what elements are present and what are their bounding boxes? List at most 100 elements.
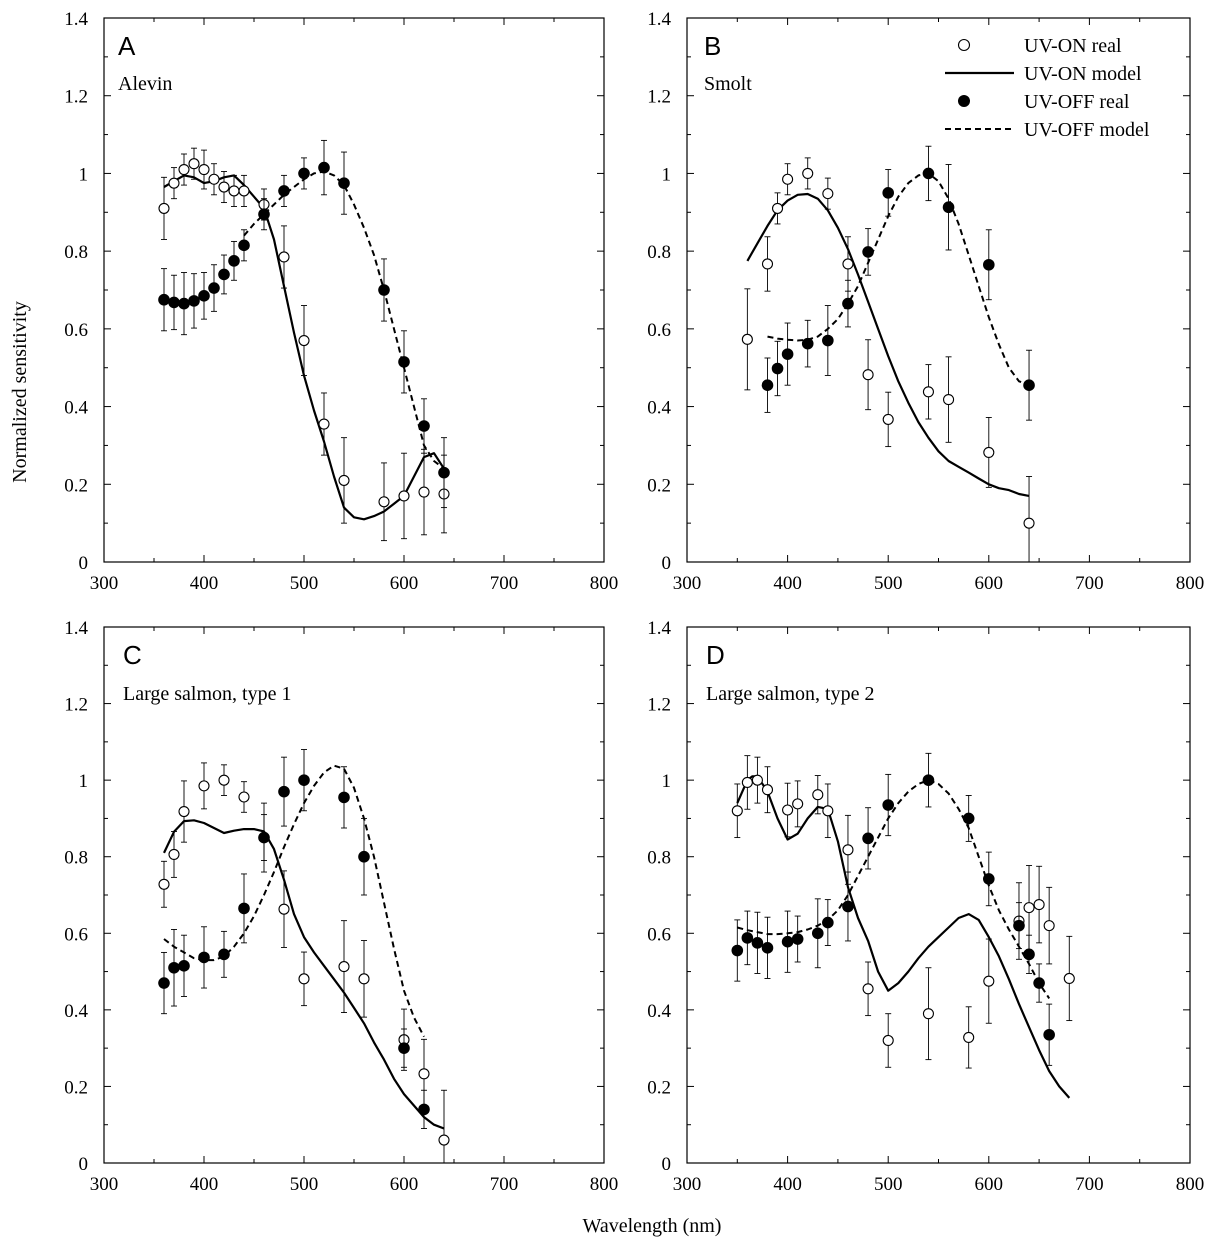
uv-off-model-line: [737, 779, 1051, 999]
uv-on-real-point: [751, 774, 763, 786]
uv-off-real-point: [882, 187, 894, 199]
uv-on-real-point: [802, 167, 814, 179]
uv-on-real-point: [842, 844, 854, 856]
x-tick-label: 300: [673, 1174, 702, 1195]
uv-on-real-point: [418, 486, 430, 498]
uv-off-real-point: [168, 961, 180, 974]
x-tick-label: 700: [1075, 573, 1104, 594]
uv-on-real-point: [278, 251, 290, 263]
y-tick-label: 1: [662, 771, 672, 792]
y-tick-label: 0.2: [647, 475, 671, 496]
uv-off-real-point: [942, 201, 955, 214]
uv-on-real-point: [378, 496, 390, 508]
y-tick-label: 0.8: [64, 848, 88, 869]
uv-on-real-point: [822, 188, 834, 200]
uv-on-real-point: [1023, 517, 1035, 529]
x-tick-label: 600: [975, 1174, 1004, 1195]
uv-on-real-point: [168, 177, 180, 189]
x-tick-label: 500: [874, 1174, 903, 1195]
uv-on-real-point: [842, 258, 854, 270]
uv-off-real-point: [358, 850, 370, 863]
y-tick-label: 1: [79, 164, 89, 185]
legend-off-real-marker: [958, 95, 970, 107]
y-tick-label: 0: [79, 1154, 89, 1175]
uv-off-real-point: [318, 161, 330, 174]
y-tick-label: 0.4: [647, 1001, 671, 1022]
y-tick-label: 0.6: [64, 320, 88, 341]
uv-on-real-point: [238, 791, 250, 803]
uv-off-real-point: [158, 293, 170, 306]
uv-off-real-point: [178, 297, 190, 310]
panel-d-frame: [686, 626, 1191, 1164]
x-tick-label: 400: [773, 573, 802, 594]
uv-off-real-point: [791, 933, 804, 945]
legend-off-real-label: UV-OFF real: [1024, 91, 1130, 113]
panel-a-letter: A: [118, 31, 136, 61]
uv-off-real-point: [962, 812, 975, 825]
uv-off-real-point: [1043, 1028, 1055, 1041]
y-tick-label: 0.4: [647, 398, 671, 419]
uv-off-real-point: [298, 167, 310, 180]
legend-off-model-label: UV-OFF model: [1024, 119, 1150, 141]
uv-on-real-point: [198, 163, 210, 176]
x-tick-label: 700: [490, 1174, 519, 1195]
uv-on-real-point: [238, 185, 250, 197]
y-tick-label: 0.2: [64, 475, 88, 496]
uv-on-real-point: [812, 789, 824, 801]
y-tick-label: 0.4: [64, 1001, 88, 1022]
y-tick-label: 0.2: [64, 1077, 88, 1098]
y-tick-label: 1.2: [647, 87, 671, 108]
uv-off-real-point: [438, 466, 450, 479]
uv-off-real-point: [842, 297, 854, 310]
uv-off-real-point: [822, 916, 834, 929]
uv-off-real-point: [238, 902, 250, 915]
uv-on-real-point: [438, 1134, 450, 1146]
uv-on-real-point: [298, 973, 310, 985]
legend: UV-ON real UV-ON model UV-OFF real UV-OF…: [945, 35, 1150, 141]
uv-off-real-point: [228, 255, 240, 267]
panel-a: 300 400 500 600 700 800 0 0.2 0.4 0.6 0.8 1 1.2 1.4 A…: [64, 9, 618, 594]
y-tick-label: 0.2: [647, 1077, 671, 1098]
uv-on-real-point: [1033, 899, 1045, 911]
legend-on-model-label: UV-ON model: [1024, 63, 1142, 85]
uv-off-real-point: [238, 239, 250, 252]
y-tick-label: 1: [79, 771, 89, 792]
uv-on-real-point: [218, 774, 230, 786]
uv-on-real-point: [761, 784, 774, 796]
uv-off-real-point: [751, 937, 764, 949]
uv-on-real-point: [862, 369, 874, 381]
panel-d-plot: 300 400 500 600 700 800 0 0.2 0.4 0.6 0.8 1 1.2 1.4: [647, 618, 1204, 1195]
uv-off-real-point: [882, 799, 894, 811]
uv-off-real-point: [1023, 948, 1035, 961]
uv-off-model-line: [163, 764, 425, 1038]
uv-on-real-point: [792, 798, 804, 810]
uv-off-real-point: [842, 900, 854, 913]
x-tick-label: 300: [90, 573, 119, 594]
uv-on-real-point: [782, 804, 794, 816]
uv-on-real-point: [178, 163, 190, 176]
y-tick-label: 0: [662, 553, 672, 574]
uv-on-real-point: [218, 181, 230, 193]
uv-off-real-point: [398, 1042, 410, 1054]
uv-on-real-point: [158, 202, 170, 214]
uv-off-real-point: [218, 948, 230, 961]
uv-on-real-point: [418, 1068, 430, 1080]
uv-on-real-point: [922, 386, 934, 398]
uv-off-real-point: [1013, 919, 1025, 932]
uv-on-real-point: [158, 878, 170, 890]
uv-on-real-point: [208, 173, 220, 185]
x-tick-label: 300: [673, 573, 702, 594]
uv-on-model-line: [163, 819, 445, 1130]
y-tick-label: 0: [662, 1154, 672, 1175]
x-tick-label: 700: [1075, 1174, 1104, 1195]
uv-on-real-point: [731, 805, 743, 817]
y-tick-label: 0.4: [64, 398, 88, 419]
uv-off-real-point: [922, 774, 935, 786]
uv-off-model-line: [243, 170, 445, 470]
uv-off-real-point: [278, 185, 290, 197]
uv-on-real-point: [771, 202, 784, 214]
panel-b-subtitle: Smolt: [704, 73, 752, 95]
uv-off-real-point: [801, 337, 814, 350]
uv-off-real-point: [771, 362, 784, 375]
uv-on-model-line: [736, 775, 1071, 1099]
